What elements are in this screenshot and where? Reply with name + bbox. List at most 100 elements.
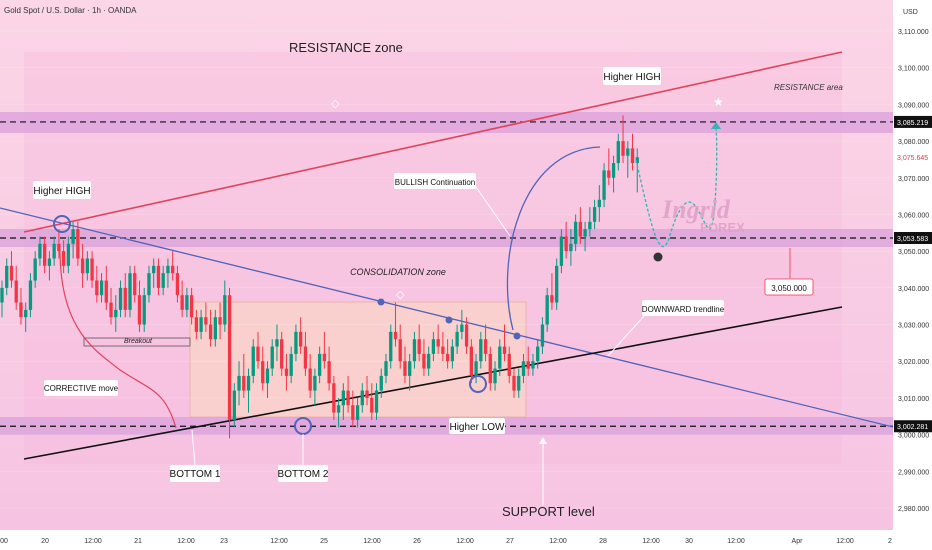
candle-body xyxy=(384,361,388,376)
candle-body xyxy=(99,280,104,296)
candle-body xyxy=(223,295,227,325)
price-axis-background xyxy=(893,0,932,550)
breakout-bracket xyxy=(83,337,191,347)
candle-body xyxy=(152,265,156,274)
time-tick-label: 12:00 xyxy=(727,538,745,545)
time-tick-label: 26 xyxy=(413,538,421,545)
candle-body xyxy=(450,346,455,362)
candle-body xyxy=(28,280,33,310)
candle-body xyxy=(498,346,502,369)
price-tick-label: 3,050.000 xyxy=(898,249,929,256)
candle-body xyxy=(365,390,369,398)
candles xyxy=(0,115,639,439)
time-tick-label: 12:00 xyxy=(456,538,474,545)
time-tick-label: 12:00 xyxy=(549,538,567,545)
candle-body xyxy=(341,390,345,406)
target-box xyxy=(764,278,814,296)
candle-body xyxy=(185,295,189,310)
time-tick-label: 12:00 xyxy=(270,538,288,545)
time-tick-label: 12:00 xyxy=(642,538,660,545)
candle-body xyxy=(507,353,511,376)
candle-body xyxy=(427,353,431,369)
resistance-band xyxy=(0,112,893,133)
candle-body xyxy=(621,141,625,156)
star-icon: ★ xyxy=(713,95,724,109)
price-axis[interactable]: 3,110.000 3,100.000 3,090.000 3,080.000 3,07… xyxy=(898,29,929,513)
candle-body xyxy=(171,265,175,274)
bullish-continuation-label: BULLISH Continuation xyxy=(395,178,476,187)
touch-point-2 xyxy=(445,316,453,324)
candle-body xyxy=(592,207,597,222)
candle-body xyxy=(5,265,9,288)
candle-body xyxy=(540,324,545,347)
time-axis[interactable]: 00 20 12:00 21 12:00 23 12:00 25 12:00 26 12:00 27 1… xyxy=(0,538,892,545)
candle-body xyxy=(398,339,402,362)
time-axis-background xyxy=(0,530,893,550)
resistance-area-label: RESISTANCE area xyxy=(774,83,843,92)
candle-body xyxy=(114,309,118,318)
time-tick-label: 12:00 xyxy=(836,538,854,545)
diamond-icon-2: ◇ xyxy=(396,289,405,301)
candle-body xyxy=(545,295,549,325)
candle-body xyxy=(71,229,75,244)
bottom-2-box xyxy=(278,465,328,482)
candle-body xyxy=(242,375,246,391)
resistance-zone-label: RESISTANCE zone xyxy=(289,40,403,55)
time-tick-label: Apr xyxy=(792,538,804,545)
bottom-2-label: BOTTOM 2 xyxy=(278,469,329,480)
time-tick-label: 00 xyxy=(0,538,8,545)
candle-body xyxy=(66,243,71,266)
projection-path xyxy=(635,127,718,248)
candle-body xyxy=(588,221,592,230)
support-trendline[interactable] xyxy=(23,306,843,460)
candle-body xyxy=(417,339,421,354)
candle-body xyxy=(389,331,393,362)
candle-body xyxy=(469,346,473,376)
candle-body xyxy=(90,258,94,281)
bottom-1-label: BOTTOM 1 xyxy=(170,469,221,480)
price-tag-label: 3,053.583 xyxy=(897,236,928,243)
price-tick-label: 3,030.000 xyxy=(898,323,929,330)
higher-high-left-box xyxy=(33,181,91,199)
candle-body xyxy=(256,346,260,362)
candle-body xyxy=(445,353,450,362)
candle-body xyxy=(611,163,616,178)
corrective-move-box xyxy=(44,380,118,396)
candle-body xyxy=(213,317,217,340)
candle-body xyxy=(502,346,507,354)
time-tick-label: 25 xyxy=(320,538,328,545)
time-tick-label: 28 xyxy=(599,538,607,545)
candle-body xyxy=(555,265,559,303)
support-level-label: SUPPORT level xyxy=(502,504,595,519)
consolidation-zone-label: CONSOLIDATION zone xyxy=(350,267,446,277)
bottom-1-pointer xyxy=(191,429,196,466)
time-tick-label: 12:00 xyxy=(84,538,102,545)
candle-body xyxy=(322,353,327,362)
candle-body xyxy=(294,331,298,354)
candle-body xyxy=(474,361,478,376)
higher-high-marker[interactable] xyxy=(53,215,71,233)
candle-body xyxy=(635,157,639,164)
higher-high-left-label: Higher HIGH xyxy=(33,186,90,197)
price-tick-label: 3,080.000 xyxy=(898,139,929,146)
candle-body xyxy=(133,273,137,296)
time-tick-label: 20 xyxy=(41,538,49,545)
candle-body xyxy=(232,390,236,420)
downward-trendline[interactable] xyxy=(0,207,894,428)
touch-point-1 xyxy=(377,298,385,306)
higher-low-marker[interactable] xyxy=(469,375,487,393)
touch-point-3 xyxy=(513,332,521,340)
watermark-sub: FOREX xyxy=(700,220,745,235)
candle-body xyxy=(57,243,61,252)
candle-body xyxy=(317,353,322,376)
candle-body xyxy=(607,170,611,178)
candle-body xyxy=(175,273,180,296)
candle-body xyxy=(493,368,497,384)
candle-body xyxy=(76,229,80,259)
candle-body xyxy=(284,368,289,376)
candle-body xyxy=(583,229,587,237)
rising-resistance-line[interactable] xyxy=(23,51,843,233)
candle-body xyxy=(9,265,14,281)
